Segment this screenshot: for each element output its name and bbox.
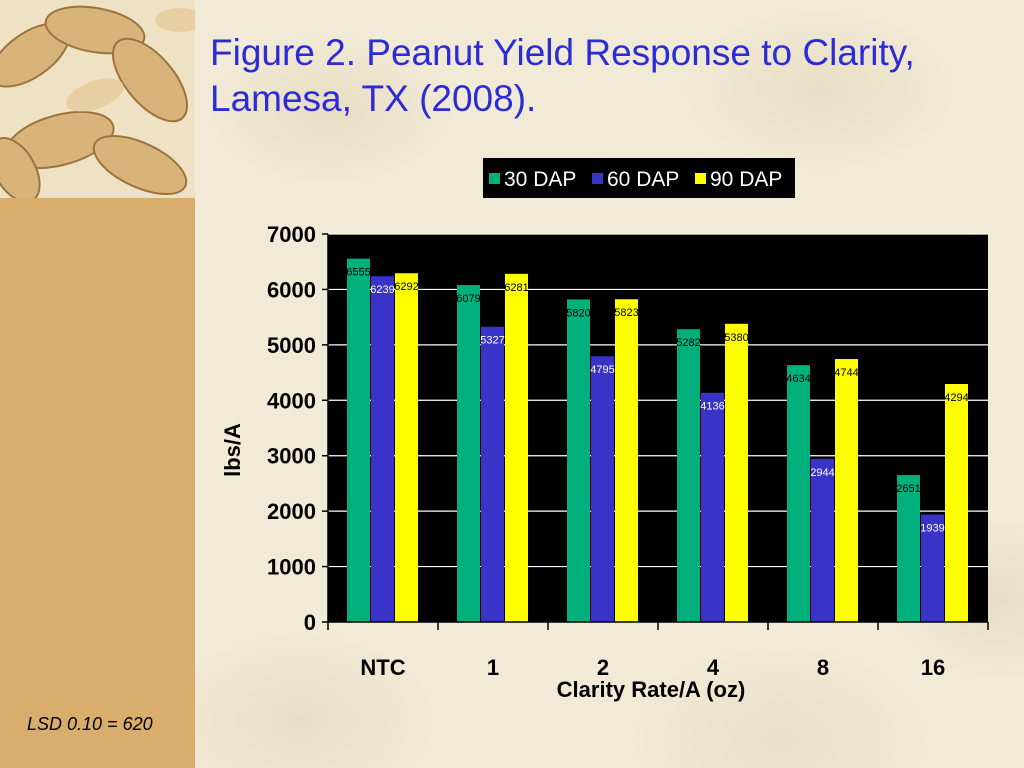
x-tick-label: 8	[817, 655, 829, 680]
data-label: 4744	[834, 367, 858, 379]
data-label: 4294	[944, 392, 968, 404]
bar-60dap-8	[811, 458, 834, 622]
bar-90dap-8	[835, 359, 858, 622]
x-tick-label: NTC	[360, 655, 405, 680]
y-tick-label: 6000	[267, 277, 316, 302]
bar-30dap-16	[897, 475, 920, 622]
axes	[322, 233, 989, 630]
data-label: 5380	[724, 332, 748, 344]
plot-area	[328, 234, 988, 622]
bar-60dap-2	[591, 356, 614, 622]
data-label: 4634	[786, 373, 810, 385]
bar-30dap-1	[457, 285, 480, 622]
legend-label: 30 DAP	[504, 168, 576, 191]
lsd-footnote: LSD 0.10 = 620	[27, 714, 153, 734]
data-label: 6079	[456, 293, 480, 305]
bar-30dap-8	[787, 365, 810, 622]
data-label: 5823	[614, 307, 638, 319]
x-axis-tick-labels: NTC 1 2 4 8 16	[360, 655, 945, 680]
data-label: 6281	[504, 282, 528, 294]
sidebar-panel	[0, 198, 195, 768]
chart-legend: 30 DAP 60 DAP 90 DAP	[483, 158, 795, 198]
legend-label: 60 DAP	[607, 168, 679, 191]
data-label: 5327	[480, 335, 504, 347]
bar-30dap-2	[567, 299, 590, 622]
bar-30dap-4	[677, 329, 700, 622]
y-tick-label: 3000	[267, 444, 316, 469]
data-label: 6239	[370, 284, 394, 296]
bar-90dap-16	[945, 383, 968, 622]
y-tick-label: 2000	[267, 499, 316, 524]
y-axis-label: lbs/A	[220, 423, 245, 477]
y-tick-label: 4000	[267, 388, 316, 413]
peanut-photo	[0, 0, 195, 198]
x-tick-label: 4	[707, 655, 720, 680]
data-label: 2944	[810, 467, 834, 479]
x-tick-label: 16	[921, 655, 945, 680]
data-label: 4136	[700, 401, 724, 413]
y-tick-label: 5000	[267, 333, 316, 358]
bar-90dap-2	[615, 299, 638, 622]
gridlines	[328, 233, 988, 568]
legend-swatch-30dap	[489, 173, 500, 184]
data-label: 6555	[346, 267, 370, 279]
y-tick-label: 0	[304, 610, 316, 635]
x-axis-label: Clarity Rate/A (oz)	[557, 677, 746, 702]
x-tick-label: 2	[597, 655, 609, 680]
legend-box	[483, 158, 795, 198]
data-label: 2651	[896, 483, 920, 495]
bar-90dap-1	[505, 273, 528, 622]
y-tick-label: 1000	[267, 555, 316, 580]
data-label: 5282	[676, 337, 700, 349]
bar-60dap-16	[921, 514, 944, 622]
bar-60dap-1	[481, 326, 504, 622]
data-label: 6292	[394, 281, 418, 293]
bar-60dap-4	[701, 392, 724, 622]
slide-title: Figure 2. Peanut Yield Response to Clari…	[210, 32, 915, 119]
bar-30dap-NTC	[347, 258, 370, 622]
y-axis-tick-labels: 0 1000 2000 3000 4000 5000 6000 7000	[267, 222, 316, 635]
bar-90dap-4	[725, 323, 748, 622]
bar-90dap-NTC	[395, 273, 418, 622]
y-tick-label: 7000	[267, 222, 316, 247]
legend-label: 90 DAP	[710, 168, 782, 191]
bar-60dap-NTC	[371, 276, 394, 622]
legend-swatch-60dap	[592, 173, 603, 184]
data-label: 4795	[590, 364, 614, 376]
data-label: 5820	[566, 307, 590, 319]
x-tick-label: 1	[487, 655, 499, 680]
data-label: 1939	[920, 523, 944, 535]
legend-swatch-90dap	[695, 173, 706, 184]
